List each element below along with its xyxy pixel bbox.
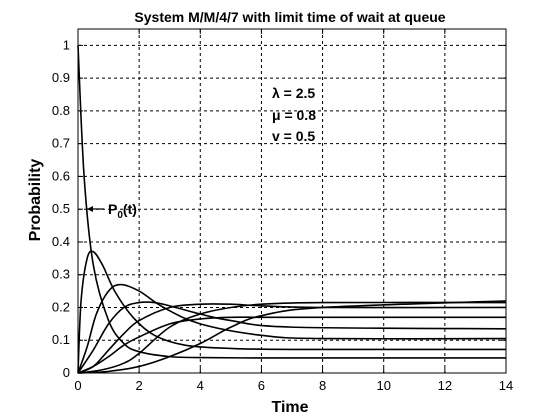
mu-label: μ = 0.8 <box>272 107 316 123</box>
axis-ticks: 0 2 4 6 8 10 12 14 0 0.1 0.2 0.3 0.4 0.5 0.6 0.7 0.8 0.9 1 <box>52 29 513 393</box>
series-line-6 <box>77 301 507 374</box>
series-line-2 <box>77 283 507 374</box>
y-tick-label: 0.1 <box>52 332 70 347</box>
y-tick-label: 1 <box>63 37 70 52</box>
x-tick-label: 12 <box>438 378 452 393</box>
y-tick-label: 0.9 <box>52 70 70 85</box>
y-tick-label: 0.7 <box>52 136 70 151</box>
y-tick-label: 0.2 <box>52 299 70 314</box>
x-tick-label: 14 <box>499 378 513 393</box>
y-axis-label: Probability <box>27 159 44 242</box>
x-tick-label: 4 <box>197 378 204 393</box>
y-tick-label: 0.5 <box>52 201 70 216</box>
y-tick-label: 0.4 <box>52 234 70 249</box>
x-tick-label: 0 <box>74 378 81 393</box>
y-tick-label: 0.3 <box>52 267 70 282</box>
series-line-0 <box>77 45 506 359</box>
x-tick-label: 6 <box>258 378 265 393</box>
plot-frame <box>77 28 507 374</box>
grid-lines <box>78 29 506 373</box>
lambda-label: λ = 2.5 <box>272 85 315 101</box>
p0-annotation: P0(t) <box>87 201 137 221</box>
series-line-5 <box>77 316 506 374</box>
p0-label: P0(t) <box>108 201 137 221</box>
series-lines <box>77 45 507 374</box>
y-tick-label: 0 <box>63 365 70 380</box>
x-axis-label: Time <box>271 399 308 416</box>
series-line-7 <box>77 300 507 374</box>
parameter-annotation: λ = 2.5 μ = 0.8 v = 0.5 <box>272 85 316 144</box>
x-tick-label: 8 <box>319 378 326 393</box>
x-tick-label: 2 <box>136 378 143 393</box>
chart-title: System M/M/4/7 with limit time of wait a… <box>134 9 445 25</box>
y-tick-label: 0.8 <box>52 103 70 118</box>
series-line-1 <box>77 250 507 374</box>
p0-arrow-head <box>87 206 93 212</box>
v-label: v = 0.5 <box>272 128 315 144</box>
x-tick-label: 10 <box>376 378 390 393</box>
y-tick-label: 0.6 <box>52 168 70 183</box>
series-line-3 <box>77 301 507 374</box>
